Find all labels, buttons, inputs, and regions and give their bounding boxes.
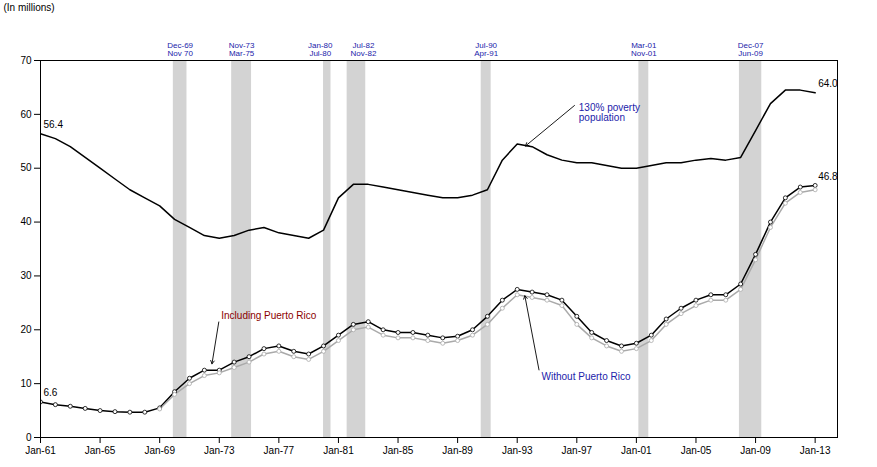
svg-text:64.0: 64.0 (818, 78, 838, 89)
svg-text:Jan-65: Jan-65 (85, 445, 116, 456)
svg-text:Nov-73Mar-75: Nov-73Mar-75 (229, 41, 255, 58)
svg-text:Dec-69Nov 70: Dec-69Nov 70 (167, 41, 193, 58)
svg-text:(In millions): (In millions) (4, 2, 55, 13)
svg-text:46.8: 46.8 (818, 171, 838, 182)
svg-text:Jan-01: Jan-01 (621, 445, 652, 456)
svg-text:Jan-69: Jan-69 (144, 445, 175, 456)
svg-text:Including Puerto Rico: Including Puerto Rico (221, 310, 316, 321)
svg-text:Jan-13: Jan-13 (800, 445, 831, 456)
svg-text:0: 0 (26, 432, 32, 443)
svg-text:20: 20 (20, 324, 32, 335)
svg-text:Jan-61: Jan-61 (25, 445, 56, 456)
svg-text:Jul-82Nov-82: Jul-82Nov-82 (351, 41, 377, 58)
svg-text:50: 50 (20, 162, 32, 173)
svg-text:Dec-07Jun-09: Dec-07Jun-09 (738, 41, 764, 58)
svg-text:Jan-97: Jan-97 (562, 445, 593, 456)
svg-text:Jul-90Apr-91: Jul-90Apr-91 (474, 41, 499, 58)
svg-text:6.6: 6.6 (44, 387, 58, 398)
svg-text:Jan-85: Jan-85 (383, 445, 414, 456)
svg-text:40: 40 (20, 216, 32, 227)
svg-text:56.4: 56.4 (44, 119, 64, 130)
svg-text:Mar-01Nov-01: Mar-01Nov-01 (631, 41, 657, 58)
svg-text:Jan-80Jul-80: Jan-80Jul-80 (308, 41, 333, 58)
svg-text:Jan-89: Jan-89 (442, 445, 473, 456)
svg-text:Jan-73: Jan-73 (204, 445, 235, 456)
svg-text:130% povertypopulation: 130% povertypopulation (579, 102, 640, 123)
svg-text:70: 70 (20, 55, 32, 66)
svg-text:30: 30 (20, 270, 32, 281)
svg-text:10: 10 (20, 378, 32, 389)
svg-text:Jan-81: Jan-81 (323, 445, 354, 456)
svg-text:Jan-09: Jan-09 (740, 445, 771, 456)
svg-text:60: 60 (20, 109, 32, 120)
svg-text:Without Puerto Rico: Without Puerto Rico (542, 371, 631, 382)
svg-text:Jan-05: Jan-05 (681, 445, 712, 456)
svg-text:Jan-93: Jan-93 (502, 445, 533, 456)
svg-text:Jan-77: Jan-77 (264, 445, 295, 456)
